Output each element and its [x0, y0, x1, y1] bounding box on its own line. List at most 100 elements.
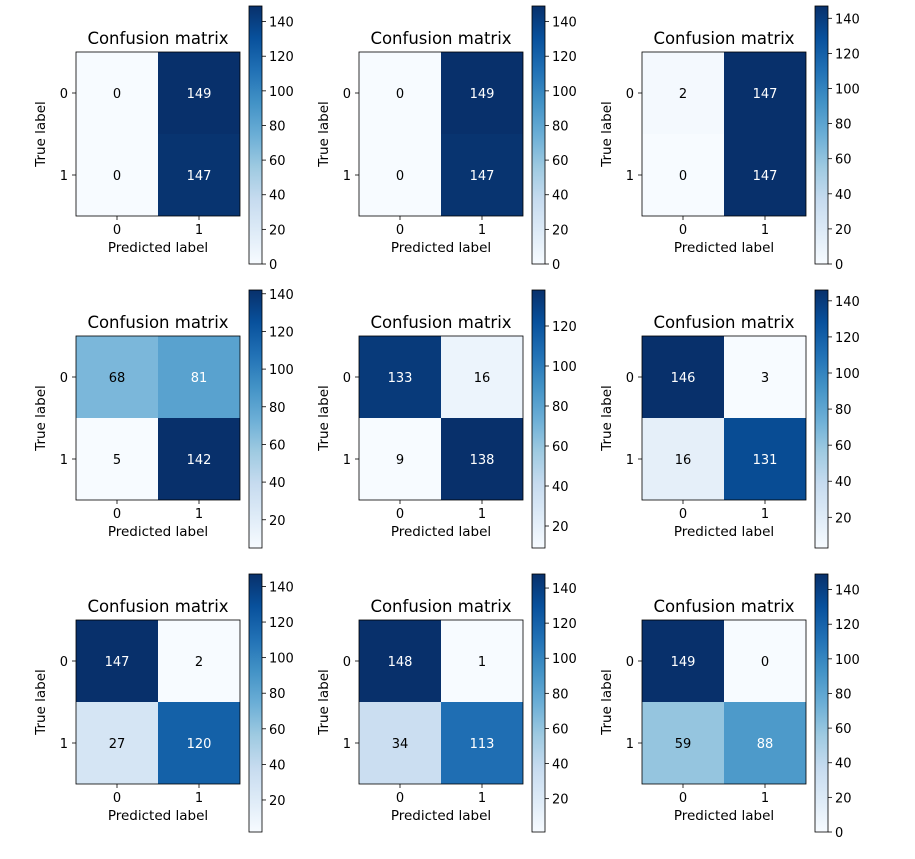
- colorbar-tick-label: 80: [835, 403, 852, 418]
- x-tick-label: 0: [113, 507, 121, 522]
- matrix-cell: [359, 134, 441, 216]
- matrix-cell: [158, 134, 240, 216]
- colorbar-tick-label: 100: [269, 85, 294, 100]
- y-tick-label: 0: [626, 371, 634, 386]
- colorbar-tick-label: 100: [835, 653, 860, 668]
- matrix-cell: [724, 702, 806, 784]
- matrix-cell: [76, 620, 158, 702]
- y-tick-label: 1: [343, 737, 351, 752]
- cell-value-label: 0: [113, 169, 121, 184]
- cell-value-label: 147: [187, 169, 212, 184]
- confusion-matrix-panel-5: 133 16 9 138 Confusion matrix 0 1 0 1 Predicted l…: [316, 289, 577, 549]
- cell-value-label: 0: [396, 87, 404, 102]
- x-tick-label: 0: [396, 223, 404, 238]
- matrix-cell: [441, 418, 523, 500]
- colorbar-tick-label: 20: [269, 514, 286, 529]
- colorbar-tick-label: 80: [552, 119, 569, 134]
- y-axis-label: True label: [599, 385, 615, 452]
- colorbar-tick-label: 40: [552, 758, 569, 773]
- x-axis-label: Predicted label: [108, 240, 208, 256]
- cell-value-label: 59: [675, 737, 692, 752]
- colorbar: [531, 289, 546, 549]
- x-tick-label: 1: [478, 507, 486, 522]
- axes-frame: [358, 619, 524, 785]
- colorbar-tick-label: 20: [269, 794, 286, 809]
- colorbar-tick-label: 80: [552, 687, 569, 702]
- axes-frame: [75, 619, 241, 785]
- x-axis-label: Predicted label: [391, 240, 491, 256]
- colorbar-tick-label: 140: [269, 16, 294, 31]
- colorbar: [814, 573, 829, 833]
- matrix-cell: [359, 336, 441, 418]
- confusion-matrix-panel-7: 147 2 27 120 Confusion matrix 0 1 0 1 Predicted l…: [33, 573, 294, 833]
- cell-value-label: 131: [753, 453, 778, 468]
- colorbar-tick-label: 60: [269, 154, 286, 169]
- y-axis-label: True label: [316, 385, 332, 452]
- colorbar-tick-label: 120: [552, 320, 577, 335]
- matrix-cell: [724, 418, 806, 500]
- y-tick-label: 1: [343, 453, 351, 468]
- cell-value-label: 88: [757, 737, 774, 752]
- colorbar-tick-label: 40: [552, 480, 569, 495]
- cell-value-label: 68: [109, 371, 126, 386]
- y-axis-label: True label: [33, 385, 49, 452]
- colorbar-tick-label: 40: [835, 475, 852, 490]
- cell-value-label: 147: [753, 169, 778, 184]
- matrix-cell: [642, 702, 724, 784]
- y-axis-label: True label: [599, 669, 615, 736]
- y-tick-label: 1: [626, 737, 634, 752]
- colorbar-tick-label: 120: [835, 47, 860, 62]
- matrix-cell: [724, 336, 806, 418]
- colorbar: [531, 573, 546, 833]
- chart-title: Confusion matrix: [370, 29, 511, 48]
- matrix-cell: [158, 52, 240, 134]
- matrix-cell: [724, 134, 806, 216]
- chart-title: Confusion matrix: [653, 29, 794, 48]
- cell-value-label: 16: [474, 371, 491, 386]
- matrix-cell: [76, 418, 158, 500]
- colorbar-tick-label: 120: [835, 618, 860, 633]
- colorbar-tick-label: 40: [835, 188, 852, 203]
- colorbar-tick-label: 60: [269, 723, 286, 738]
- y-axis-label: True label: [33, 101, 49, 168]
- confusion-matrix-panel-3: 2 147 0 147 Confusion matrix 0 1 0 1 Predicted la…: [599, 5, 860, 273]
- cell-value-label: 147: [753, 87, 778, 102]
- matrix-cell: [441, 52, 523, 134]
- y-tick-label: 0: [343, 655, 351, 670]
- colorbar-tick-label: 140: [835, 584, 860, 599]
- x-axis-label: Predicted label: [674, 240, 774, 256]
- colorbar-tick-label: 20: [835, 791, 852, 806]
- colorbar-tick-label: 140: [552, 16, 577, 31]
- y-axis-label: True label: [316, 669, 332, 736]
- confusion-matrix-panel-1: 0 149 0 147 Confusion matrix 0 1 0 1 Predicted la…: [33, 5, 294, 273]
- y-tick-label: 1: [626, 453, 634, 468]
- y-tick-label: 1: [343, 169, 351, 184]
- axes-frame: [75, 51, 241, 217]
- cell-value-label: 147: [105, 655, 130, 670]
- chart-title: Confusion matrix: [87, 29, 228, 48]
- colorbar-tick-label: 20: [552, 520, 569, 535]
- chart-title: Confusion matrix: [653, 597, 794, 616]
- x-axis-label: Predicted label: [391, 808, 491, 824]
- cell-value-label: 27: [109, 737, 126, 752]
- matrix-cell: [158, 702, 240, 784]
- cell-value-label: 0: [761, 655, 769, 670]
- y-tick-label: 0: [626, 655, 634, 670]
- cell-value-label: 146: [671, 371, 696, 386]
- axes-frame: [641, 51, 807, 217]
- matrix-cell: [642, 134, 724, 216]
- confusion-matrix-panel-8: 148 1 34 113 Confusion matrix 0 1 0 1 Predicted l…: [316, 573, 577, 833]
- axes-frame: [358, 335, 524, 501]
- colorbar-tick-label: 80: [269, 401, 286, 416]
- y-tick-label: 0: [60, 87, 68, 102]
- cell-value-label: 133: [388, 371, 413, 386]
- x-tick-label: 1: [478, 223, 486, 238]
- matrix-cell: [441, 336, 523, 418]
- y-axis-label: True label: [33, 669, 49, 736]
- cell-value-label: 147: [470, 169, 495, 184]
- cell-value-label: 2: [679, 87, 687, 102]
- x-tick-label: 0: [679, 791, 687, 806]
- colorbar-tick-label: 60: [552, 154, 569, 169]
- cell-value-label: 138: [470, 453, 495, 468]
